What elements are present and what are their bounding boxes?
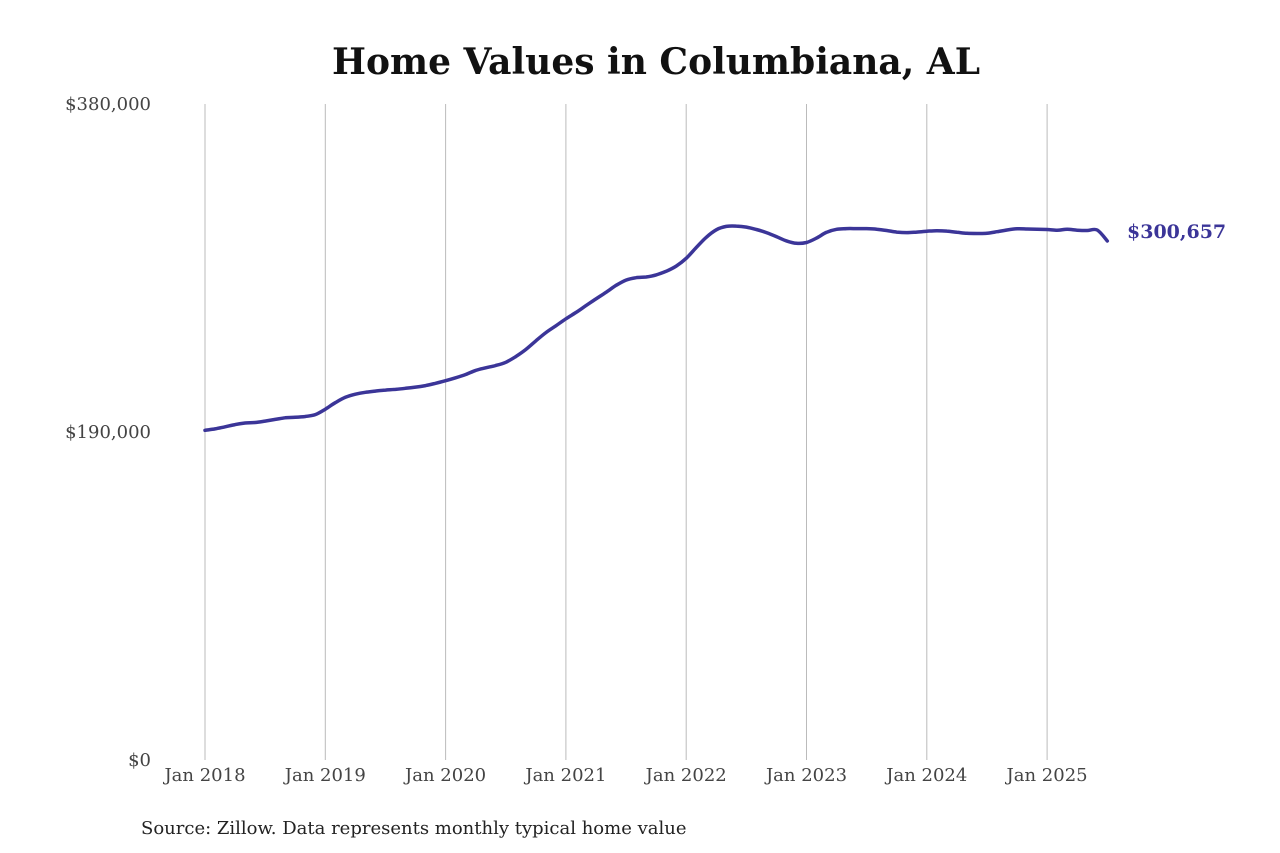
y-tick-label: $380,000 [65,94,151,115]
x-tick-label: Jan 2021 [523,765,606,786]
gridlines [204,104,1048,760]
x-tick-label: Jan 2022 [644,765,727,786]
y-tick-label: $190,000 [65,422,151,443]
x-axis-ticks: Jan 2018 Jan 2019 Jan 2020 Jan 2021 Jan 2022… [162,765,1087,786]
home-value-line [203,224,1110,433]
x-tick-label: Jan 2018 [162,765,245,786]
x-tick-label: Jan 2023 [764,765,847,786]
x-tick-label: Jan 2024 [884,765,967,786]
last-value-label: $300,657 [1127,221,1226,243]
source-note: Source: Zillow. Data represents monthly … [141,818,687,839]
series-layer [203,224,1110,433]
chart-title: Home Values in Columbiana, AL [332,41,980,83]
x-tick-label: Jan 2020 [403,765,486,786]
x-tick-label: Jan 2019 [283,765,366,786]
x-tick-label: Jan 2025 [1005,765,1088,786]
y-tick-label: $0 [128,750,151,771]
y-axis-ticks: $0 $190,000 $380,000 [65,94,151,771]
